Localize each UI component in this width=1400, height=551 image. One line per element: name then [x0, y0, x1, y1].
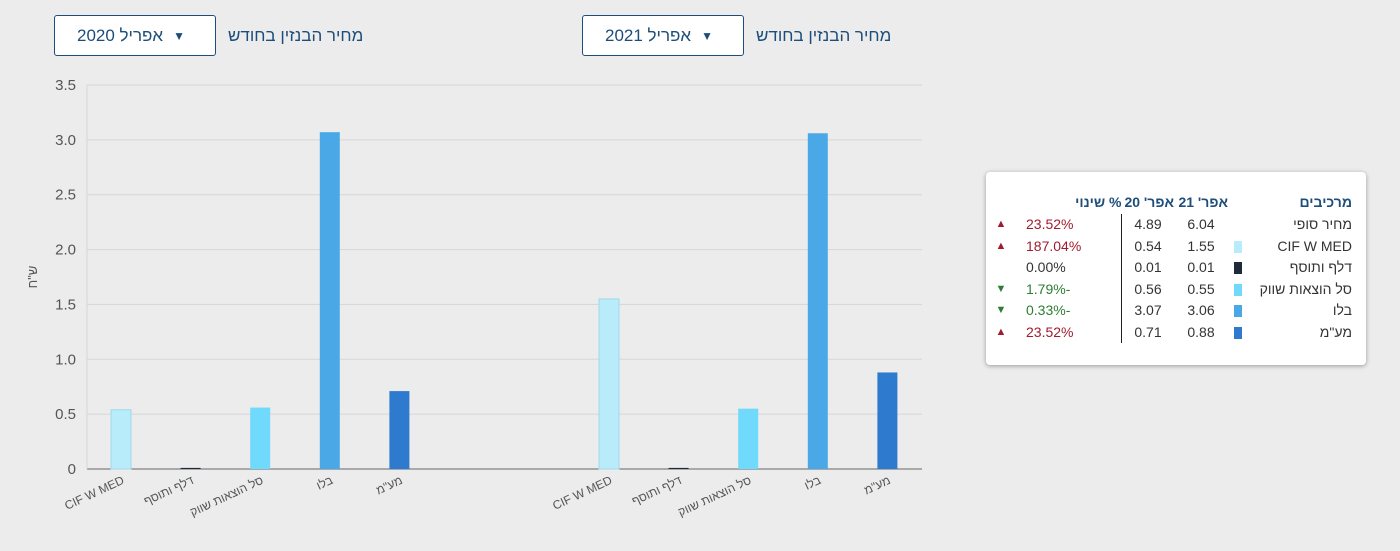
month-select-label: מחיר הבנזין בחודש [756, 25, 892, 45]
y-tick-label: 0 [68, 461, 76, 478]
bar [877, 372, 898, 469]
y-tick-label: 1.0 [55, 351, 76, 368]
change-percent: 187.04% [1026, 237, 1082, 254]
arrow-up-icon: ▲ [995, 218, 1007, 230]
change-percent: 23.52% [1026, 323, 1074, 340]
component-name: דלף ותוסף [1289, 259, 1352, 275]
y-tick-label: 0.5 [55, 406, 76, 423]
component-name: מע"מ [1319, 323, 1352, 340]
header-apr21: אפר' 21 [1178, 194, 1228, 210]
bar [180, 467, 201, 469]
bar [389, 391, 410, 469]
bar [110, 409, 132, 470]
component-name: סל הוצאות שווק [1259, 280, 1352, 297]
comparison-table: מרכיבים אפר' 21 אפר' 20 % שינוי מחיר סופ… [986, 194, 1352, 343]
bar [668, 467, 689, 469]
arrow-up-icon: ▲ [995, 325, 1007, 338]
selector-group-2020: אפריל 2020 ▼ מחיר הבנזין בחודש [54, 14, 363, 57]
value-apr21: 0.55 [1187, 280, 1215, 297]
month-select-2020[interactable]: אפריל 2020 ▼ [54, 15, 216, 56]
value-apr21: 0.01 [1187, 259, 1215, 275]
value-apr20: 0.54 [1121, 235, 1174, 257]
component-name: בלו [1332, 302, 1352, 318]
x-tick-label: דלף ותוסף [630, 473, 685, 508]
value-apr20: 4.89 [1121, 214, 1174, 236]
y-axis-label: ש"ח [25, 266, 40, 289]
bar [250, 407, 271, 469]
header-change: % שינוי [1075, 194, 1122, 210]
arrow-up-icon: ▲ [995, 239, 1007, 252]
legend-row: CIF W MED 1.55 0.54 187.04% ▲ [986, 235, 1352, 258]
value-apr20: 0.71 [1121, 321, 1174, 343]
value-apr20: 3.07 [1121, 300, 1174, 322]
x-tick-label: מע"מ [862, 473, 893, 497]
color-swatch [1228, 300, 1242, 322]
change-percent: 0.00% [1026, 259, 1066, 275]
comparison-panel: מרכיבים אפר' 21 אפר' 20 % שינוי מחיר סופ… [986, 172, 1366, 365]
x-tick-label: בלו [802, 473, 823, 493]
color-swatch [1228, 236, 1242, 258]
component-name: מחיר סופי [1293, 216, 1352, 232]
value-apr20: 0.01 [1121, 257, 1174, 279]
arrow-down-icon: ▼ [995, 282, 1007, 295]
y-tick-label: 1.5 [55, 296, 76, 313]
legend-row: מחיר סופי 6.04 4.89 23.52% ▲ [986, 214, 1352, 236]
change-percent: 23.52% [1026, 216, 1074, 232]
arrow-down-icon: ▼ [995, 304, 1007, 316]
value-apr21: 1.55 [1187, 237, 1215, 254]
swatch-square [1234, 262, 1242, 275]
x-tick-label: מע"מ [374, 473, 405, 497]
x-tick-label: CIF W MED [62, 473, 126, 513]
header-apr20: אפר' 20 [1124, 194, 1174, 210]
chevron-down-icon: ▼ [173, 28, 185, 43]
bar [598, 298, 620, 470]
component-name: CIF W MED [1277, 237, 1352, 254]
header-components: מרכיבים [1299, 194, 1353, 210]
x-tick-label: CIF W MED [550, 473, 614, 513]
y-tick-label: 2.0 [55, 242, 76, 259]
bar [738, 408, 759, 469]
legend-row: בלו 3.06 3.07 -0.33% ▼ [986, 300, 1352, 322]
change-percent: -0.33% [1026, 302, 1071, 318]
swatch-square [1234, 305, 1242, 318]
legend-row: סל הוצאות שווק 0.55 0.56 -1.79% ▼ [986, 278, 1352, 301]
change-percent: -1.79% [1026, 280, 1071, 297]
month-select-value: אפריל 2021 [605, 25, 692, 45]
bar [807, 133, 828, 469]
x-tick-label: דלף ותוסף [142, 473, 197, 508]
month-select-label: מחיר הבנזין בחודש [228, 25, 364, 45]
x-tick-label: סל הוצאות שווק [188, 473, 266, 519]
legend-row: מע"מ 0.88 0.71 23.52% ▲ [986, 321, 1352, 344]
color-swatch [1228, 214, 1242, 236]
bar [319, 132, 340, 470]
x-tick-label: בלו [314, 473, 335, 493]
swatch-square [1234, 283, 1242, 296]
chevron-down-icon: ▼ [701, 28, 713, 43]
color-swatch [1228, 322, 1242, 344]
color-swatch [1228, 257, 1242, 279]
value-apr21: 6.04 [1187, 216, 1215, 232]
month-select-value: אפריל 2020 [77, 25, 164, 45]
month-select-2021[interactable]: אפריל 2021 ▼ [582, 15, 744, 56]
value-apr21: 0.88 [1187, 323, 1215, 340]
legend-row: דלף ותוסף 0.01 0.01 0.00% [986, 257, 1352, 279]
x-tick-label: סל הוצאות שווק [676, 473, 754, 519]
swatch-square [1234, 326, 1242, 339]
color-swatch [1228, 279, 1242, 301]
selector-group-2021: אפריל 2021 ▼ מחיר הבנזין בחודש [582, 14, 891, 57]
no-change-icon [986, 257, 1016, 279]
y-tick-label: 2.5 [55, 187, 76, 204]
bar-chart: 0 0.5 1.0 1.5 2.0 2.5 3.0 3.5 ש"ח CIF W MED דלף ות… [25, 77, 922, 519]
value-apr21: 3.06 [1187, 302, 1215, 318]
y-tick-label: 3.5 [55, 77, 76, 94]
value-apr20: 0.56 [1121, 278, 1174, 300]
swatch-square [1234, 240, 1242, 253]
y-tick-label: 3.0 [55, 132, 76, 149]
